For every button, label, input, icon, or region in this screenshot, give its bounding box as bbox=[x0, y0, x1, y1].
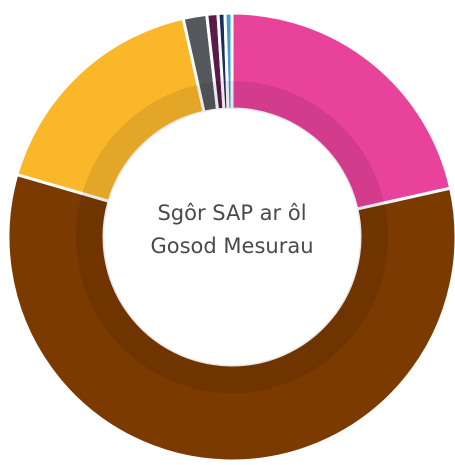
inner-shade bbox=[76, 81, 388, 393]
slice bbox=[6, 172, 455, 463]
slice bbox=[15, 16, 206, 204]
slice bbox=[223, 11, 234, 111]
slice bbox=[230, 11, 453, 211]
chart-title: Sgôr SAP ar ôl Gosod Mesurau bbox=[150, 201, 314, 258]
